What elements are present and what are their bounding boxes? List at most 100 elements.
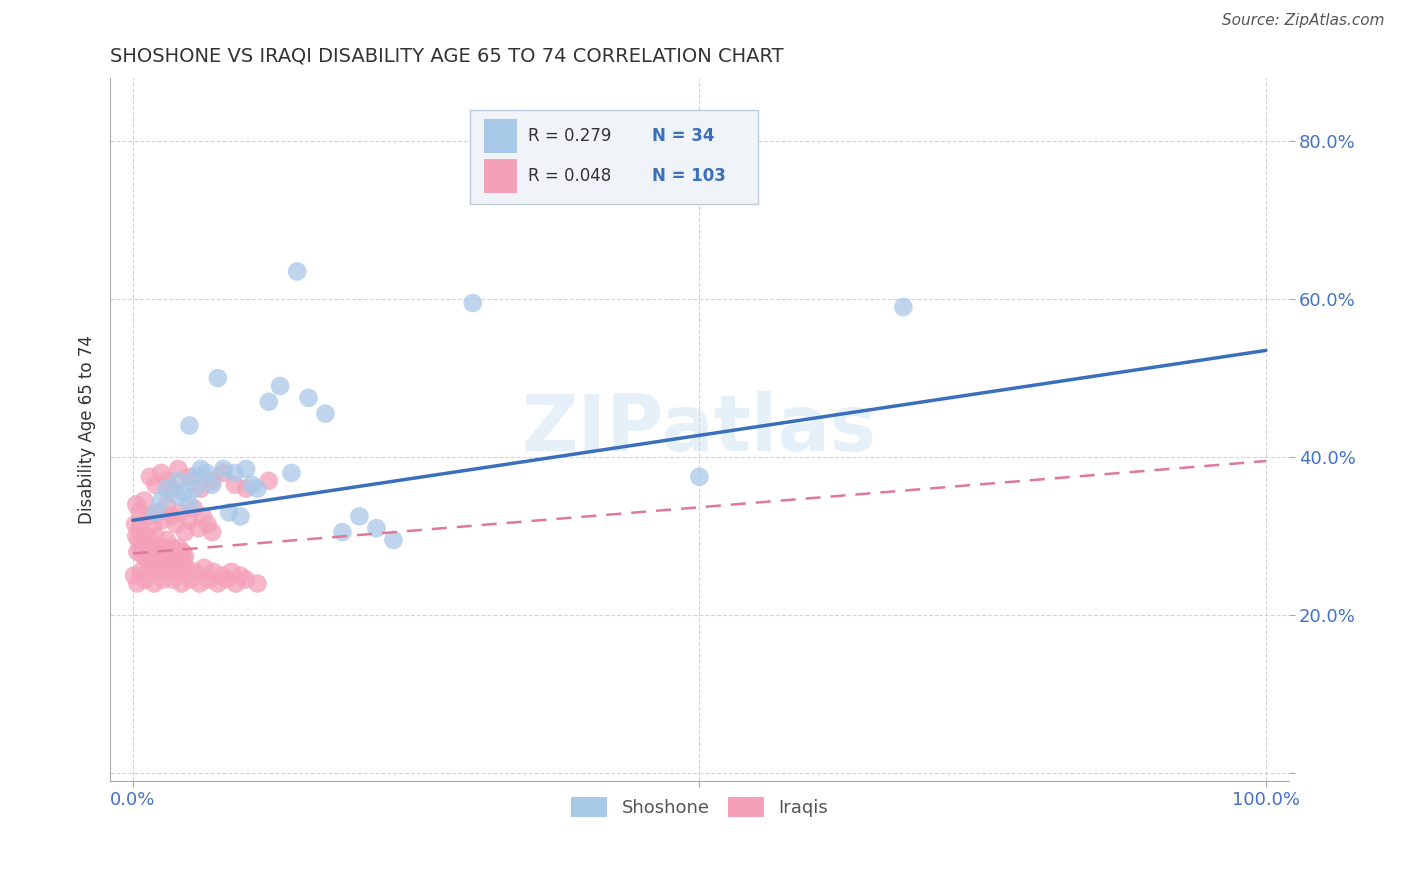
Point (197, 517, 219, 532)
Point (157, 557, 180, 571)
Point (150, 493, 173, 508)
Point (184, 565, 207, 579)
Point (141, 553, 163, 567)
Point (165, 549, 187, 563)
Point (184, 482, 207, 496)
Legend: Shoshone, Iraqis: Shoshone, Iraqis (564, 789, 835, 825)
Point (285, 264, 308, 278)
Text: ZIPatlas: ZIPatlas (522, 392, 877, 467)
Point (184, 470, 207, 484)
Point (179, 513, 201, 527)
Point (129, 565, 152, 579)
Point (169, 505, 191, 519)
Point (224, 477, 246, 491)
Point (179, 470, 201, 484)
Point (142, 517, 165, 532)
Text: SHOSHONE VS IRAQI DISABILITY AGE 65 TO 74 CORRELATION CHART: SHOSHONE VS IRAQI DISABILITY AGE 65 TO 7… (110, 46, 783, 65)
Point (134, 549, 156, 563)
Point (139, 560, 162, 574)
Point (165, 517, 187, 532)
Point (134, 573, 156, 587)
Point (167, 545, 190, 559)
Point (172, 545, 194, 559)
Text: R = 0.279: R = 0.279 (529, 128, 612, 145)
Point (155, 541, 177, 555)
Point (174, 560, 197, 574)
Text: N = 103: N = 103 (652, 168, 725, 186)
Point (207, 371, 229, 385)
Point (169, 541, 191, 555)
Bar (484, 120, 517, 153)
Point (162, 557, 184, 571)
Point (225, 576, 247, 591)
Point (138, 509, 160, 524)
Point (167, 462, 190, 476)
Point (156, 560, 179, 574)
Point (211, 568, 233, 582)
Point (166, 557, 188, 571)
Point (332, 525, 354, 540)
Point (162, 482, 184, 496)
Point (134, 493, 156, 508)
Point (218, 505, 240, 519)
Point (136, 541, 159, 555)
Point (195, 466, 218, 480)
Point (160, 549, 183, 563)
Point (156, 549, 179, 563)
Point (229, 509, 252, 524)
Point (257, 474, 280, 488)
Point (688, 470, 710, 484)
Point (382, 533, 405, 547)
Point (138, 553, 160, 567)
Point (143, 549, 166, 563)
Point (215, 573, 238, 587)
Point (142, 541, 165, 555)
Point (349, 509, 371, 524)
Point (152, 573, 174, 587)
Point (127, 545, 149, 559)
Point (156, 474, 179, 488)
Point (146, 553, 169, 567)
Point (246, 576, 269, 591)
Point (127, 533, 149, 547)
Point (150, 466, 173, 480)
Point (156, 498, 179, 512)
Point (148, 565, 170, 579)
Point (153, 545, 176, 559)
Point (174, 549, 197, 563)
Point (229, 568, 252, 582)
Point (150, 513, 173, 527)
Point (148, 541, 170, 555)
Point (139, 533, 162, 547)
Point (135, 529, 157, 543)
Point (212, 466, 235, 480)
Point (173, 485, 195, 500)
Point (146, 505, 169, 519)
Point (207, 576, 229, 591)
Point (167, 474, 190, 488)
Point (160, 509, 183, 524)
Text: R = 0.048: R = 0.048 (529, 168, 612, 186)
Point (145, 529, 167, 543)
Point (124, 517, 146, 532)
Point (145, 545, 167, 559)
Point (127, 576, 149, 591)
Point (150, 545, 173, 559)
Point (131, 533, 153, 547)
Point (152, 557, 174, 571)
Point (134, 537, 156, 551)
Text: N = 34: N = 34 (652, 128, 714, 145)
Point (125, 498, 148, 512)
Point (143, 576, 166, 591)
Y-axis label: Disability Age 65 to 74: Disability Age 65 to 74 (79, 335, 96, 524)
Point (891, 300, 914, 314)
Point (188, 576, 211, 591)
Point (193, 560, 215, 574)
Point (128, 505, 150, 519)
Point (212, 462, 235, 476)
Point (163, 553, 186, 567)
Point (235, 462, 257, 476)
FancyBboxPatch shape (470, 110, 758, 204)
Text: Source: ZipAtlas.com: Source: ZipAtlas.com (1222, 13, 1385, 29)
Point (166, 565, 188, 579)
